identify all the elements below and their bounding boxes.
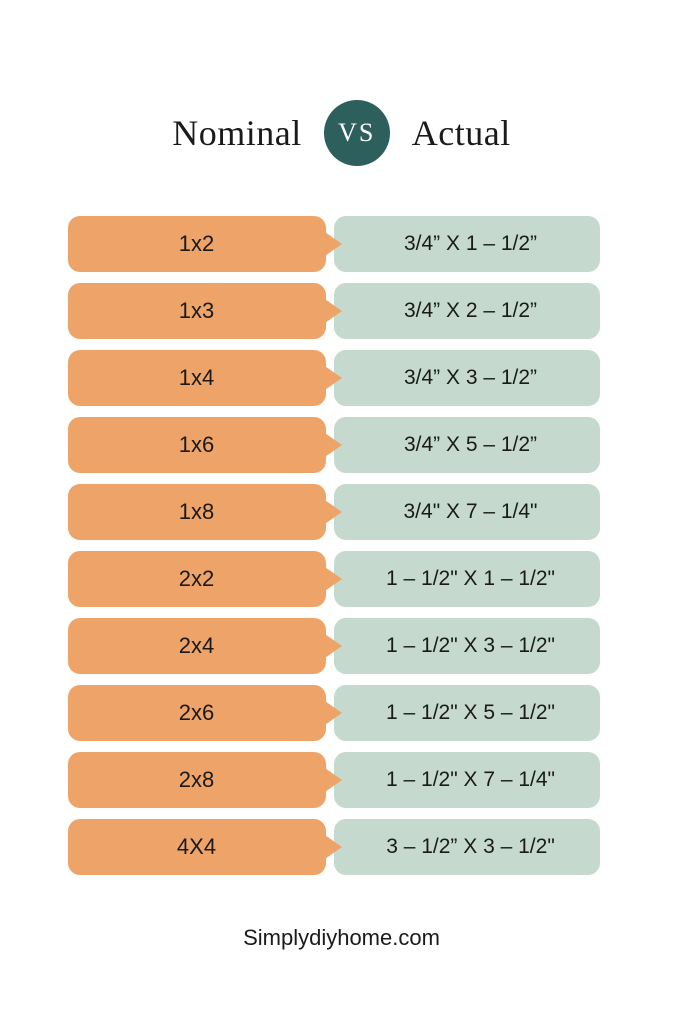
- nominal-cell: 1x4: [68, 350, 326, 406]
- actual-cell: 3 – 1/2” X 3 – 1/2": [334, 819, 600, 875]
- pointer-icon: [322, 297, 342, 325]
- nominal-cell: 2x4: [68, 618, 326, 674]
- nominal-cell: 2x2: [68, 551, 326, 607]
- pointer-icon: [322, 632, 342, 660]
- actual-cell: 1 – 1/2" X 3 – 1/2": [334, 618, 600, 674]
- vs-label: VS: [338, 118, 375, 148]
- table-row: 2x8 1 – 1/2" X 7 – 1/4": [68, 752, 616, 808]
- table-row: 1x6 3/4” X 5 – 1/2”: [68, 417, 616, 473]
- nominal-heading: Nominal: [172, 112, 301, 154]
- nominal-cell: 1x2: [68, 216, 326, 272]
- actual-cell: 1 – 1/2" X 7 – 1/4": [334, 752, 600, 808]
- table-row: 2x4 1 – 1/2" X 3 – 1/2": [68, 618, 616, 674]
- actual-cell: 3/4” X 2 – 1/2”: [334, 283, 600, 339]
- pointer-icon: [322, 833, 342, 861]
- nominal-cell: 4X4: [68, 819, 326, 875]
- pointer-icon: [322, 230, 342, 258]
- nominal-cell: 2x6: [68, 685, 326, 741]
- actual-cell: 1 – 1/2" X 5 – 1/2": [334, 685, 600, 741]
- table-row: 1x3 3/4” X 2 – 1/2”: [68, 283, 616, 339]
- table-row: 4X4 3 – 1/2” X 3 – 1/2": [68, 819, 616, 875]
- pointer-icon: [322, 431, 342, 459]
- actual-cell: 3/4” X 1 – 1/2”: [334, 216, 600, 272]
- pointer-icon: [322, 498, 342, 526]
- table-row: 2x6 1 – 1/2" X 5 – 1/2": [68, 685, 616, 741]
- footer-credit: Simplydiyhome.com: [243, 925, 440, 951]
- pointer-icon: [322, 364, 342, 392]
- comparison-table: 1x2 3/4” X 1 – 1/2” 1x3 3/4” X 2 – 1/2” …: [68, 216, 616, 875]
- actual-heading: Actual: [412, 112, 511, 154]
- header: Nominal VS Actual: [172, 100, 510, 166]
- table-row: 2x2 1 – 1/2" X 1 – 1/2": [68, 551, 616, 607]
- nominal-cell: 2x8: [68, 752, 326, 808]
- table-row: 1x8 3/4" X 7 – 1/4": [68, 484, 616, 540]
- actual-cell: 3/4" X 7 – 1/4": [334, 484, 600, 540]
- nominal-cell: 1x6: [68, 417, 326, 473]
- nominal-cell: 1x3: [68, 283, 326, 339]
- table-row: 1x2 3/4” X 1 – 1/2”: [68, 216, 616, 272]
- actual-cell: 1 – 1/2" X 1 – 1/2": [334, 551, 600, 607]
- pointer-icon: [322, 565, 342, 593]
- table-row: 1x4 3/4” X 3 – 1/2”: [68, 350, 616, 406]
- vs-badge: VS: [324, 100, 390, 166]
- pointer-icon: [322, 699, 342, 727]
- actual-cell: 3/4” X 3 – 1/2”: [334, 350, 600, 406]
- nominal-cell: 1x8: [68, 484, 326, 540]
- pointer-icon: [322, 766, 342, 794]
- actual-cell: 3/4” X 5 – 1/2”: [334, 417, 600, 473]
